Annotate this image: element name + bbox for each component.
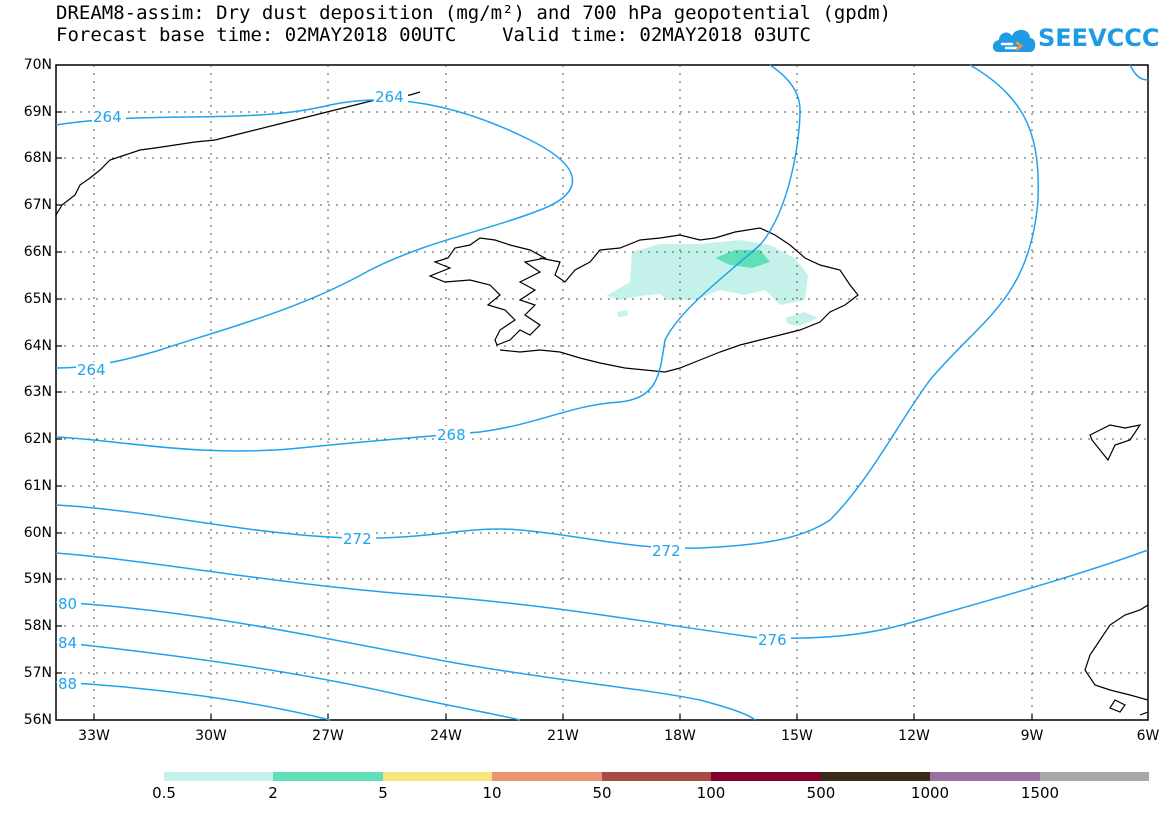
lon-label: 9W (1020, 728, 1044, 744)
colorbar-label: 5 (378, 784, 388, 802)
scotland-islands (1109, 699, 1149, 716)
colorbar-segment (492, 772, 602, 781)
contour-label: 264 (375, 88, 404, 106)
lon-label: 12W (898, 728, 930, 744)
lat-label: 68N (23, 150, 52, 166)
dust-area-light-3 (617, 310, 628, 317)
lon-label: 18W (664, 728, 696, 744)
colorbar-label: 500 (806, 784, 836, 802)
colorbar-segment (821, 772, 930, 781)
greenland-coastline (55, 91, 421, 216)
contour-288 (55, 681, 331, 721)
map-time-info: Forecast base time: 02MAY2018 00UTC Vali… (56, 24, 811, 46)
colorbar-segment (1040, 772, 1149, 781)
grid-lines (56, 65, 1148, 720)
colorbar-label: 1500 (1020, 784, 1060, 802)
colorbar-segment (930, 772, 1040, 781)
contour-label: 272 (652, 542, 681, 560)
map-title: DREAM8-assim: Dry dust deposition (mg/m²… (56, 2, 892, 24)
colorbar-segment (164, 772, 273, 781)
lon-label: 30W (195, 728, 227, 744)
contour-label: 264 (77, 361, 106, 379)
colorbar-segment (273, 772, 383, 781)
scotland-coastline (1084, 604, 1149, 701)
contour-label: 264 (93, 108, 122, 126)
contour-272 (55, 64, 1039, 549)
lat-label: 67N (23, 197, 52, 213)
colorbar-segment (602, 772, 711, 781)
dust-area-light-2 (785, 312, 818, 326)
logo-text: SEEVCCC (1038, 24, 1160, 52)
contour-276 (55, 549, 1149, 640)
faroe-shetland-coastline (1089, 424, 1142, 462)
lat-label: 70N (23, 57, 52, 73)
lat-label: 64N (23, 338, 52, 354)
coastlines (55, 91, 1149, 716)
lat-label: 69N (23, 104, 52, 120)
lat-label: 65N (23, 291, 52, 307)
lat-label: 63N (23, 384, 52, 400)
cloud-logo-icon (992, 29, 1036, 52)
dust-area-medium (715, 250, 770, 268)
contour-label: 268 (437, 426, 466, 444)
lat-label: 59N (23, 571, 52, 587)
lat-label: 66N (23, 244, 52, 260)
colorbar-label: 50 (592, 784, 612, 802)
lat-label: 60N (23, 525, 52, 541)
contour-label: 80 (58, 595, 77, 613)
lon-label: 21W (547, 728, 579, 744)
lon-label: 24W (430, 728, 462, 744)
contour-268 (55, 64, 801, 452)
contour-corner (1129, 64, 1149, 81)
lon-label: 33W (78, 728, 110, 744)
dust-area-light (606, 240, 808, 305)
colorbar-label: 100 (696, 784, 726, 802)
seevccc-logo: SEEVCCC (990, 22, 1170, 56)
contour-label-group: 264 264 264 268 272 272 276 80 84 88 (57, 88, 791, 693)
lat-label: 58N (23, 618, 52, 634)
lat-label: 56N (23, 712, 52, 728)
colorbar-label: 1000 (910, 784, 950, 802)
lat-label: 61N (23, 478, 52, 494)
contour-label: 276 (758, 631, 787, 649)
colorbar-segment (383, 772, 492, 781)
contour-label: 84 (58, 634, 77, 652)
colorbar-label: 2 (268, 784, 278, 802)
contour-label: 272 (343, 530, 372, 548)
lat-label: 57N (23, 665, 52, 681)
contour-284 (55, 641, 521, 721)
contour-label: 88 (58, 675, 77, 693)
colorbar-label: 0.5 (152, 784, 176, 802)
lon-label: 6W (1136, 728, 1160, 744)
dust-deposition-areas (606, 240, 818, 326)
colorbar-segment (711, 772, 821, 781)
lon-label: 15W (781, 728, 813, 744)
contour-280 (55, 601, 756, 721)
colorbar-label: 10 (482, 784, 502, 802)
lat-label: 62N (23, 431, 52, 447)
iceland-coastline (428, 227, 859, 373)
contour-264-north (55, 99, 574, 369)
lon-label: 27W (312, 728, 344, 744)
